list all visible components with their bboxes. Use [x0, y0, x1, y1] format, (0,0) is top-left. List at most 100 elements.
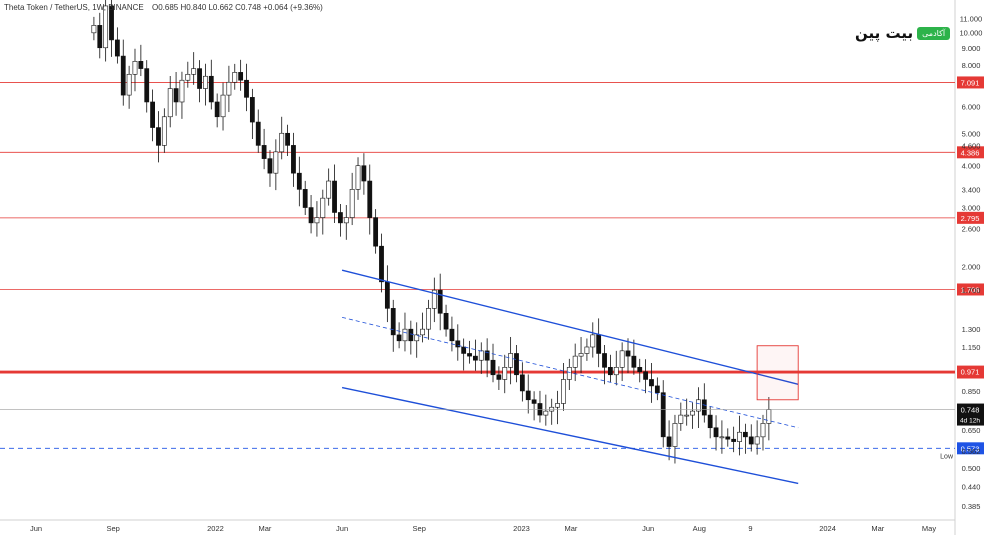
- candle-body: [484, 350, 490, 361]
- candle-body: [420, 328, 425, 336]
- candle-body: [660, 392, 666, 438]
- candle-body: [379, 245, 384, 283]
- time-tick-label: 2024: [819, 524, 836, 533]
- candle-body: [126, 73, 132, 96]
- price-tick-label: 0.650: [962, 426, 981, 435]
- candle-body: [690, 410, 695, 416]
- candle-body: [637, 367, 643, 373]
- time-tick-label: 2023: [513, 524, 530, 533]
- candle-body: [249, 97, 255, 123]
- candle-body: [737, 431, 742, 442]
- time-tick-label: Sep: [107, 524, 120, 533]
- candle-body: [572, 355, 578, 368]
- candle-body: [555, 403, 560, 408]
- level-price-badge: [957, 211, 984, 224]
- candle-body: [748, 436, 754, 445]
- candle-body: [455, 340, 461, 348]
- price-tick-label: 11.000: [960, 15, 982, 24]
- candle-body: [396, 334, 402, 342]
- candle-body: [361, 165, 367, 182]
- candle-body: [525, 390, 531, 401]
- time-tick-label: Sep: [413, 524, 426, 533]
- candle-body: [144, 68, 150, 103]
- candle-body: [138, 61, 144, 69]
- candle-body: [754, 436, 760, 445]
- level-price-label: 1.708: [961, 285, 980, 294]
- candle-body: [232, 72, 238, 83]
- candle-body: [473, 355, 478, 361]
- level-price-badge: [957, 365, 984, 378]
- price-tick-label: 3.400: [962, 185, 981, 194]
- candle-body: [302, 189, 308, 208]
- candle-body: [461, 346, 467, 354]
- last-price-badge: [957, 403, 984, 426]
- candle-body: [602, 353, 607, 368]
- price-tick-label: 0.385: [962, 502, 981, 511]
- candle-body: [696, 399, 701, 412]
- candle-body: [731, 438, 737, 442]
- candle-body: [255, 121, 261, 146]
- candle-body: [384, 281, 390, 309]
- candle-body: [578, 353, 584, 357]
- candle-body: [619, 350, 625, 368]
- price-tick-label: 1.300: [962, 325, 981, 334]
- channel-upper-line: [341, 269, 799, 385]
- price-tick-label: 0.440: [962, 483, 981, 492]
- candle-body: [267, 158, 273, 174]
- candle-body: [467, 353, 472, 357]
- candle-body: [502, 367, 508, 380]
- last-price-label: 0.748: [961, 406, 980, 415]
- candle-body: [91, 25, 97, 34]
- time-tick-label: Jun: [30, 524, 42, 533]
- candle-body: [631, 355, 637, 368]
- symbol-info: Theta Token / TetherUS, 1W, BINANCE: [4, 3, 144, 12]
- chart-header: Theta Token / TetherUS, 1W, BINANCE O0.6…: [4, 3, 323, 12]
- candle-body: [590, 334, 596, 348]
- candle-body: [625, 350, 631, 357]
- price-tick-label: 9.000: [962, 44, 981, 53]
- price-tick-label: 0.850: [962, 387, 981, 396]
- candle-body: [355, 165, 361, 190]
- time-tick-label: Mar: [871, 524, 884, 533]
- candle-body: [114, 39, 120, 57]
- candle-body: [261, 145, 267, 159]
- candle-body: [437, 289, 443, 314]
- candle-body: [713, 427, 719, 438]
- candle-body: [490, 359, 496, 376]
- level-price-badge: [957, 76, 984, 89]
- brand-name: بیت پین: [855, 24, 914, 42]
- candle-body: [179, 79, 185, 103]
- level-price-label: 2.795: [961, 214, 980, 223]
- candle-body: [584, 346, 590, 354]
- candle-body: [326, 180, 332, 199]
- time-tick-label: May: [922, 524, 936, 533]
- price-tick-label: 3.000: [962, 204, 981, 213]
- time-tick-label: Aug: [693, 524, 706, 533]
- candle-body: [514, 353, 519, 376]
- candle-body: [760, 423, 766, 438]
- ohlc-values: O0.685 H0.840 L0.662 C0.748 +0.064 (+9.3…: [152, 3, 323, 12]
- price-tick-label: 4.600: [962, 141, 981, 150]
- candle-body: [701, 399, 707, 416]
- candle-body: [226, 81, 232, 96]
- price-tick-label: 5.000: [962, 129, 981, 138]
- time-tick-label: 2022: [207, 524, 224, 533]
- price-tick-label: 1.150: [962, 343, 981, 352]
- candle-body: [161, 116, 167, 146]
- candle-body: [390, 308, 396, 336]
- price-tick-label: 0.500: [962, 464, 981, 473]
- candle-body: [197, 68, 202, 89]
- candle-body: [279, 132, 285, 153]
- candle-body: [643, 371, 649, 380]
- candle-body: [607, 367, 613, 376]
- candle-body: [203, 75, 208, 89]
- level-price-label: 7.091: [961, 78, 980, 87]
- time-tick-label: Jun: [642, 524, 654, 533]
- candle-body: [238, 72, 244, 81]
- candle-body: [496, 374, 502, 380]
- candle-body: [208, 75, 214, 103]
- candle-body: [596, 334, 602, 354]
- candle-body: [519, 374, 525, 392]
